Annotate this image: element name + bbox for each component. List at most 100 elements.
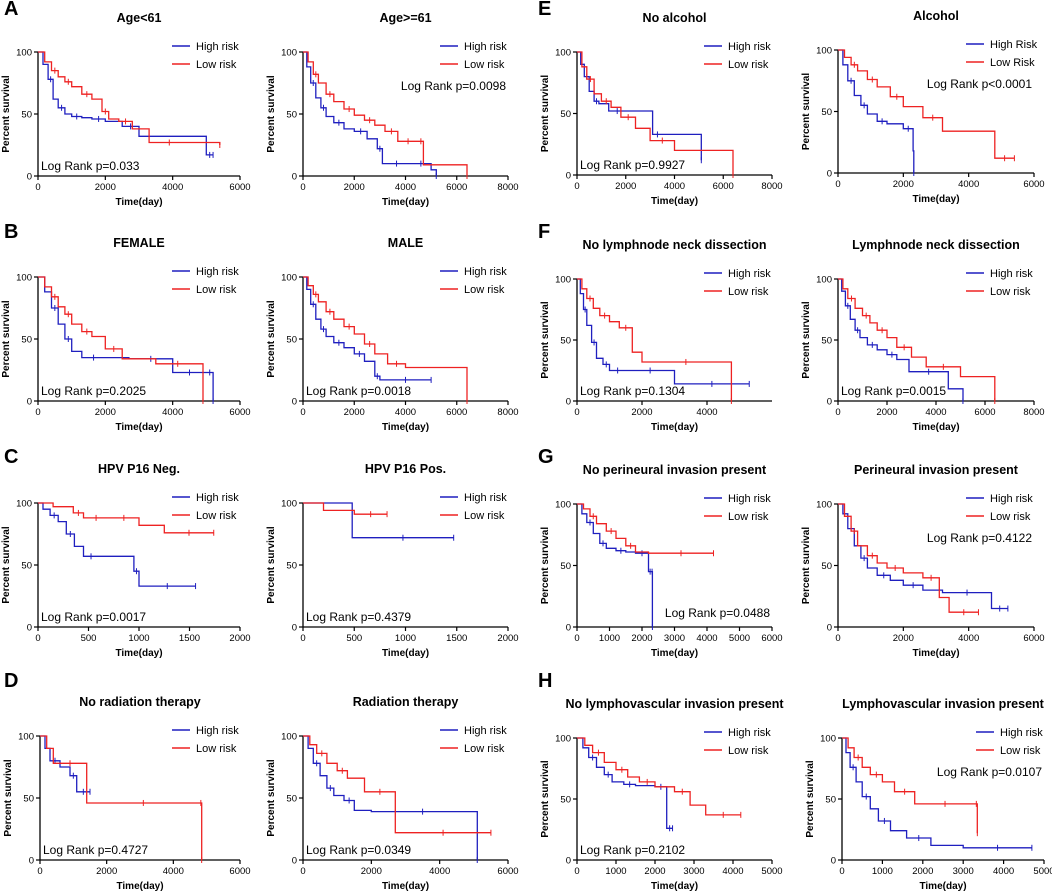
legend-label: Low risk xyxy=(728,59,769,71)
chart-title: Perineural invasion present xyxy=(854,463,1019,477)
x-tick-label: 5000 xyxy=(761,866,782,877)
x-tick-label: 0 xyxy=(300,633,305,644)
legend-label: High risk xyxy=(728,493,771,505)
x-tick-label: 2000 xyxy=(876,407,897,418)
chart-title: No lymphovascular invasion present xyxy=(565,697,784,711)
legend-label: High Risk xyxy=(990,39,1038,51)
x-tick-label: 1000 xyxy=(128,633,149,644)
legend-label: Low risk xyxy=(464,59,505,71)
y-axis-label: Percent survival xyxy=(540,301,551,378)
x-tick-label: 0 xyxy=(574,633,579,644)
panel-letter-g: G xyxy=(538,446,554,468)
x-tick-label: 6000 xyxy=(761,633,782,644)
km-panel: No lymphovascular invasion present 0 50 100… xyxy=(540,697,784,892)
km-curve-low-risk xyxy=(303,735,491,834)
km-curve-low-risk xyxy=(577,503,714,554)
y-tick-label: 0 xyxy=(27,623,32,634)
x-tick-label: 1500 xyxy=(179,633,200,644)
x-axis-label: Time(day) xyxy=(651,196,698,207)
legend-label: Low risk xyxy=(196,284,237,296)
log-rank-pvalue: Log Rank p=0.0349 xyxy=(306,843,411,857)
km-panel: MALE 0 50 100 0 2000 4000 6000 8000 Time(day) Perc… xyxy=(266,236,519,433)
x-axis-label: Time(day) xyxy=(115,197,162,208)
legend-label: High risk xyxy=(464,492,507,504)
legend-label: High risk xyxy=(990,268,1033,280)
chart-title: No perineural invasion present xyxy=(583,463,767,477)
x-tick-label: 2000 xyxy=(893,633,914,644)
legend-label: Low risk xyxy=(990,286,1031,298)
panel-letter-c: C xyxy=(4,446,19,468)
legend-label: Low risk xyxy=(196,59,237,71)
x-tick-label: 6000 xyxy=(229,866,250,877)
log-rank-pvalue: Log Rank p=0.0488 xyxy=(665,606,770,620)
y-tick-label: 0 xyxy=(827,169,832,180)
chart-title: HPV P16 Pos. xyxy=(365,462,446,476)
x-tick-label: 4000 xyxy=(429,866,450,877)
panel-letter-a: A xyxy=(4,0,19,20)
km-panel: No lymphnode neck dissection 0 50 100 0 2000 4… xyxy=(540,238,772,433)
y-tick-label: 0 xyxy=(566,397,571,408)
x-tick-label: 0 xyxy=(835,179,840,190)
y-tick-label: 100 xyxy=(281,273,297,284)
km-curve-high-risk xyxy=(303,502,454,539)
x-axis-label: Time(day) xyxy=(912,648,959,659)
chart-title: Age>=61 xyxy=(379,11,431,25)
y-tick-label: 100 xyxy=(281,732,297,743)
legend-label: High risk xyxy=(196,41,239,53)
km-curve-high-risk xyxy=(577,51,702,161)
y-tick-label: 0 xyxy=(292,856,297,867)
x-tick-label: 2000 xyxy=(893,179,914,190)
legend-label: Low risk xyxy=(728,286,769,298)
legend-label: High risk xyxy=(464,41,507,53)
km-curve-low-risk xyxy=(38,276,204,401)
y-tick-label: 100 xyxy=(555,48,571,59)
log-rank-pvalue: Log Rank p=0.2102 xyxy=(580,843,685,857)
x-tick-label: 2000 xyxy=(912,866,933,877)
y-tick-label: 50 xyxy=(560,561,571,572)
legend-label: Low risk xyxy=(728,511,769,523)
km-curve-low-risk xyxy=(303,502,388,515)
x-tick-label: 0 xyxy=(37,866,42,877)
log-rank-pvalue: Log Rank p=0.033 xyxy=(41,159,140,173)
x-tick-label: 6000 xyxy=(497,866,518,877)
x-axis-label: Time(day) xyxy=(912,194,959,205)
legend-label: High risk xyxy=(1000,727,1043,739)
y-tick-label: 0 xyxy=(566,171,571,182)
km-curve-high-risk xyxy=(38,51,214,156)
chart-title: No radiation therapy xyxy=(79,695,201,709)
legend-label: Low risk xyxy=(464,510,505,522)
x-tick-label: 2000 xyxy=(95,407,116,418)
y-axis-label: Percent survival xyxy=(266,75,277,152)
log-rank-pvalue: Log Rank p=0.0015 xyxy=(841,384,946,398)
x-tick-label: 6000 xyxy=(713,181,734,192)
log-rank-pvalue: Log Rank p<0.0001 xyxy=(927,77,1032,91)
y-tick-label: 0 xyxy=(827,397,832,408)
km-curve-high-risk xyxy=(38,502,196,587)
y-tick-label: 100 xyxy=(820,734,836,745)
y-axis-label: Percent survival xyxy=(801,301,812,378)
x-tick-label: 0 xyxy=(35,182,40,193)
chart-title: Lymphovascular invasion present xyxy=(842,697,1045,711)
log-rank-pvalue: Log Rank p=0.0098 xyxy=(401,79,506,93)
x-tick-label: 2000 xyxy=(631,407,652,418)
x-tick-label: 4000 xyxy=(162,407,183,418)
log-rank-pvalue: Log Rank p=0.0017 xyxy=(41,610,146,624)
y-tick-label: 50 xyxy=(821,561,832,572)
y-tick-label: 50 xyxy=(286,561,297,572)
log-rank-pvalue: Log Rank p=0.0018 xyxy=(306,384,411,398)
x-tick-label: 4000 xyxy=(958,633,979,644)
x-tick-label: 500 xyxy=(81,633,97,644)
x-tick-label: 4000 xyxy=(993,866,1014,877)
x-tick-label: 3000 xyxy=(953,866,974,877)
km-curve-high-risk xyxy=(38,276,214,401)
x-tick-label: 2000 xyxy=(615,181,636,192)
y-tick-label: 0 xyxy=(27,172,32,183)
x-tick-label: 2000 xyxy=(644,866,665,877)
legend-label: High risk xyxy=(990,493,1033,505)
y-tick-label: 50 xyxy=(821,107,832,118)
x-tick-label: 0 xyxy=(574,407,579,418)
chart-title: Alcohol xyxy=(913,9,959,23)
x-tick-label: 6000 xyxy=(1023,633,1044,644)
km-curve-high-risk xyxy=(838,503,1008,610)
